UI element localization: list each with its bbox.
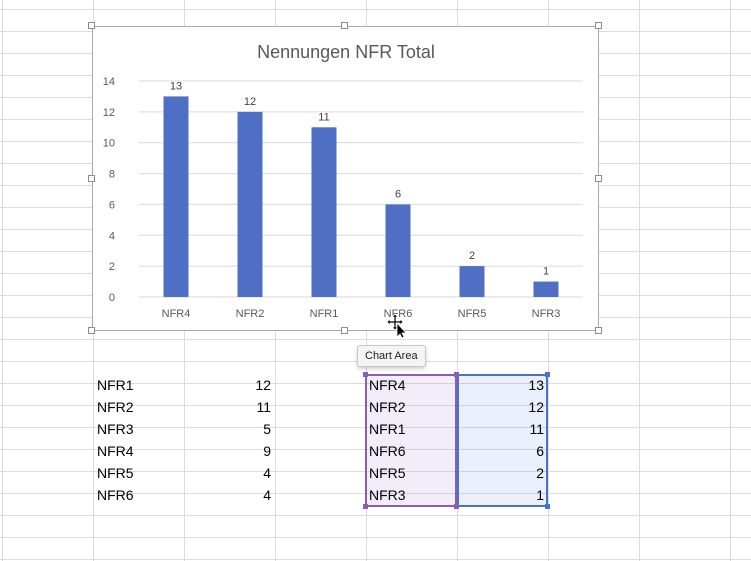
- y-tick-label: 8: [109, 169, 115, 181]
- x-tick-label: NFR6: [384, 308, 413, 320]
- table2-label-cell[interactable]: NFR5: [369, 465, 406, 481]
- table1-label-cell[interactable]: NFR4: [97, 443, 134, 459]
- data-label[interactable]: 1: [543, 266, 549, 278]
- y-tick-label: 14: [103, 76, 115, 88]
- x-tick-label: NFR3: [532, 308, 561, 320]
- bar-nfr3[interactable]: [533, 281, 559, 297]
- y-axis-labels[interactable]: 0 2 4 6 8 10 12 14: [103, 76, 115, 304]
- bar-nfr2[interactable]: [237, 111, 263, 297]
- range-handle-bottom-left[interactable]: [363, 504, 368, 509]
- data-label[interactable]: 11: [318, 111, 329, 123]
- bars[interactable]: [163, 96, 559, 298]
- table1-value-cell[interactable]: 4: [263, 465, 271, 481]
- table2-value-cell[interactable]: 6: [536, 443, 544, 459]
- data-labels[interactable]: 13 12 11 6 2 1: [170, 80, 549, 277]
- table1-label-cell[interactable]: NFR5: [97, 465, 134, 481]
- y-tick-label: 0: [109, 292, 115, 304]
- data-label[interactable]: 6: [395, 188, 401, 200]
- data-label[interactable]: 2: [469, 250, 475, 262]
- chart-area-tooltip: Chart Area: [357, 345, 426, 367]
- table1-label-cell[interactable]: NFR6: [97, 487, 134, 503]
- table2-label-cell[interactable]: NFR4: [369, 377, 406, 393]
- range-handle-top-right[interactable]: [545, 372, 550, 377]
- bar-nfr6[interactable]: [385, 204, 411, 297]
- selected-range-labels[interactable]: [365, 374, 457, 507]
- y-tick-label: 4: [109, 230, 115, 242]
- gridlines: [139, 80, 583, 298]
- table2-value-cell[interactable]: 13: [528, 377, 544, 393]
- x-tick-label: NFR2: [236, 308, 265, 320]
- y-tick-label: 12: [103, 107, 115, 119]
- chart-title[interactable]: Nennungen NFR Total: [257, 42, 435, 62]
- table1-value-cell[interactable]: 12: [255, 377, 271, 393]
- range-handle-bottom-right[interactable]: [545, 504, 550, 509]
- data-label[interactable]: 13: [170, 80, 182, 92]
- chart-resize-handle-top-left[interactable]: [88, 22, 95, 29]
- chart-resize-handle-left[interactable]: [88, 175, 95, 182]
- chart-resize-handle-top-right[interactable]: [595, 22, 602, 29]
- y-tick-label: 10: [103, 138, 115, 150]
- y-tick-label: 6: [109, 199, 115, 211]
- table1-label-cell[interactable]: NFR2: [97, 399, 134, 415]
- chart-resize-handle-bottom[interactable]: [341, 327, 348, 334]
- bar-nfr5[interactable]: [459, 266, 485, 297]
- table1-label-cell[interactable]: NFR1: [97, 377, 134, 393]
- bar-chart[interactable]: Nennungen NFR Total 0 2 4 6 8 10 12 14 13 12 11 6 2…: [93, 27, 598, 330]
- chart-area[interactable]: Nennungen NFR Total 0 2 4 6 8 10 12 14 13 12 11 6 2…: [92, 26, 599, 331]
- chart-resize-handle-top[interactable]: [341, 22, 348, 29]
- chart-resize-handle-bottom-right[interactable]: [595, 327, 602, 334]
- x-tick-label: NFR4: [162, 308, 191, 320]
- table2-value-cell[interactable]: 2: [536, 465, 544, 481]
- table1-value-cell[interactable]: 11: [256, 399, 271, 415]
- chart-resize-handle-right[interactable]: [595, 175, 602, 182]
- selected-range-values[interactable]: [457, 374, 548, 507]
- table2-label-cell[interactable]: NFR2: [369, 399, 406, 415]
- x-axis-labels[interactable]: NFR4 NFR2 NFR1 NFR6 NFR5 NFR3: [162, 308, 561, 320]
- table2-value-cell[interactable]: 12: [528, 399, 544, 415]
- data-label[interactable]: 12: [244, 96, 256, 108]
- table2-value-cell[interactable]: 11: [529, 421, 544, 437]
- table2-label-cell[interactable]: NFR3: [369, 487, 406, 503]
- move-cursor-icon: [386, 313, 407, 339]
- table1-value-cell[interactable]: 5: [263, 421, 271, 437]
- x-tick-label: NFR5: [458, 308, 487, 320]
- bar-nfr4[interactable]: [163, 96, 189, 297]
- table2-value-cell[interactable]: 1: [536, 487, 544, 503]
- range-handle-bottom-middle[interactable]: [454, 504, 459, 509]
- table1-value-cell[interactable]: 4: [263, 487, 271, 503]
- chart-resize-handle-bottom-left[interactable]: [88, 327, 95, 334]
- table1-value-cell[interactable]: 9: [263, 443, 271, 459]
- table1-label-cell[interactable]: NFR3: [97, 421, 134, 437]
- y-tick-label: 2: [109, 261, 115, 273]
- table2-label-cell[interactable]: NFR6: [369, 443, 406, 459]
- range-handle-top-middle[interactable]: [454, 372, 459, 377]
- range-handle-top-left[interactable]: [363, 372, 368, 377]
- bar-nfr1[interactable]: [311, 127, 337, 298]
- table2-label-cell[interactable]: NFR1: [369, 421, 406, 437]
- x-tick-label: NFR1: [310, 308, 339, 320]
